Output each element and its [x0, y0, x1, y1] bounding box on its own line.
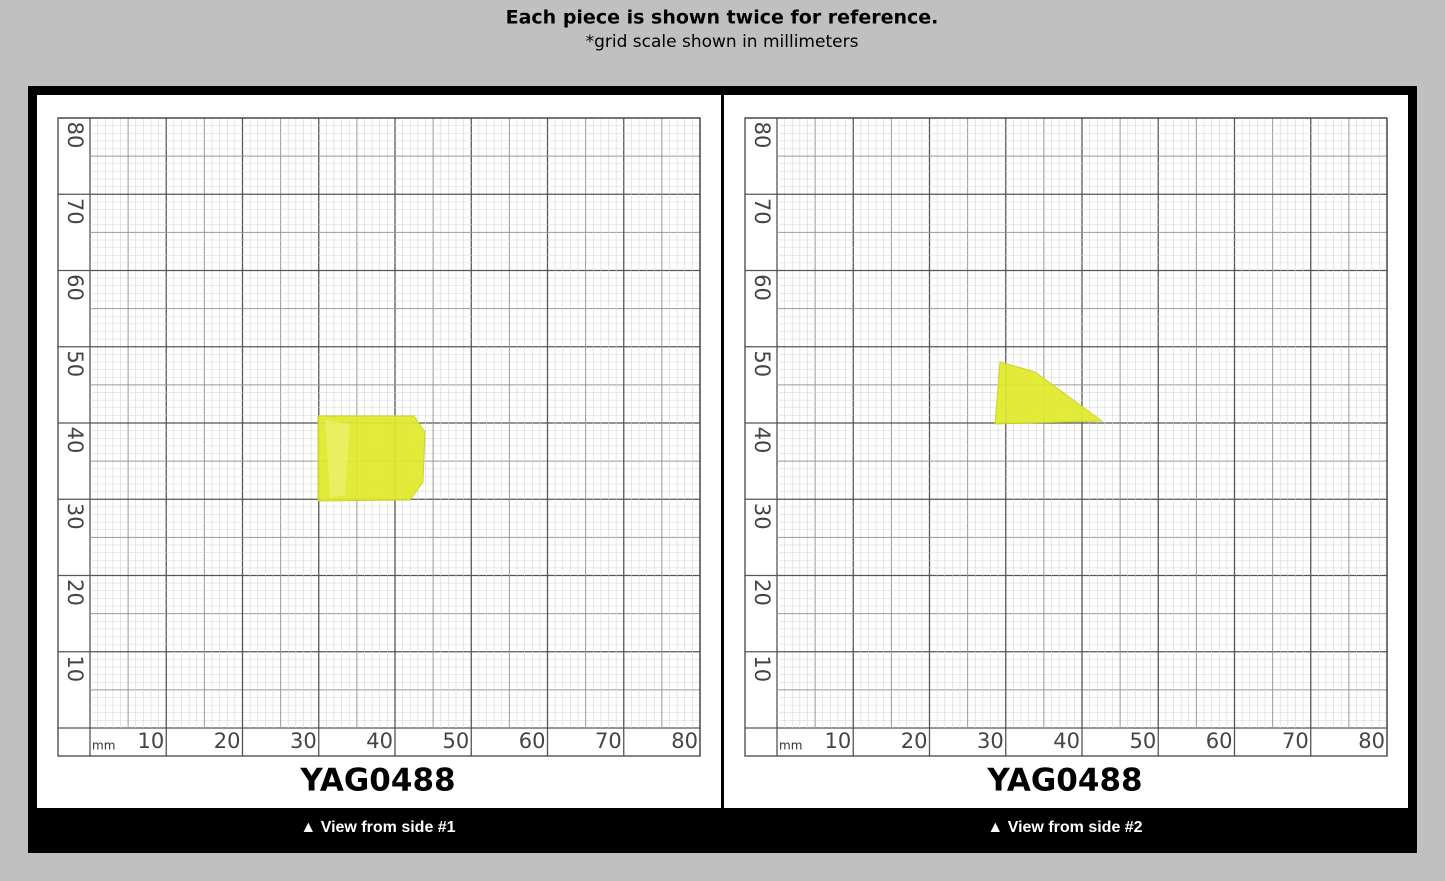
crystal [994, 361, 1104, 425]
y-label: 40 [63, 427, 87, 454]
panel: mm 10 20 30 40 50 60 70 80 10 20 30 40 50 60 70 80 YAG048… [37, 95, 721, 836]
y-label: 30 [750, 503, 774, 530]
grid-border [57, 117, 701, 757]
y-label: 10 [63, 655, 87, 682]
x-label: 60 [1206, 729, 1233, 753]
y-label: 10 [750, 655, 774, 682]
x-label: 30 [290, 729, 317, 753]
sample-id: YAG0488 [986, 763, 1142, 799]
x-label: 10 [825, 729, 852, 753]
x-label: 70 [1282, 729, 1309, 753]
x-label: 40 [1053, 729, 1080, 753]
x-label: 10 [138, 729, 165, 753]
x-label: 20 [214, 729, 241, 753]
unit-label: mm [779, 739, 802, 753]
x-label: 60 [519, 729, 546, 753]
y-label: 50 [63, 350, 87, 377]
x-label: 50 [1130, 729, 1157, 753]
y-label: 20 [63, 579, 87, 606]
x-label: 80 [671, 729, 698, 753]
x-label: 30 [977, 729, 1004, 753]
x-label: 70 [595, 729, 622, 753]
crystal-detail [325, 420, 350, 498]
x-label: 50 [443, 729, 470, 753]
y-label: 40 [750, 427, 774, 454]
x-label: 40 [366, 729, 393, 753]
y-label: 70 [750, 198, 774, 225]
y-label: 60 [750, 274, 774, 301]
y-label: 80 [63, 122, 87, 149]
y-label: 50 [750, 350, 774, 377]
subtitle: *grid scale shown in millimeters [586, 32, 859, 52]
panels: mm 10 20 30 40 50 60 70 80 10 20 30 40 50 60 70 80 YAG048… [37, 95, 1408, 836]
x-label: 20 [901, 729, 928, 753]
caption: ▲ View from side #2 [987, 819, 1142, 836]
title: Each piece is shown twice for reference. [506, 7, 939, 29]
y-label: 80 [750, 122, 774, 149]
sample-id: YAG0488 [299, 763, 455, 799]
y-label: 30 [63, 503, 87, 530]
panel: mm 10 20 30 40 50 60 70 80 10 20 30 40 50 60 70 80 YAG048… [724, 95, 1408, 836]
x-label: 80 [1358, 729, 1385, 753]
unit-label: mm [92, 739, 115, 753]
grid-border [744, 117, 1388, 757]
caption: ▲ View from side #1 [300, 819, 455, 836]
y-label: 60 [63, 274, 87, 301]
y-label: 70 [63, 198, 87, 225]
y-label: 20 [750, 579, 774, 606]
